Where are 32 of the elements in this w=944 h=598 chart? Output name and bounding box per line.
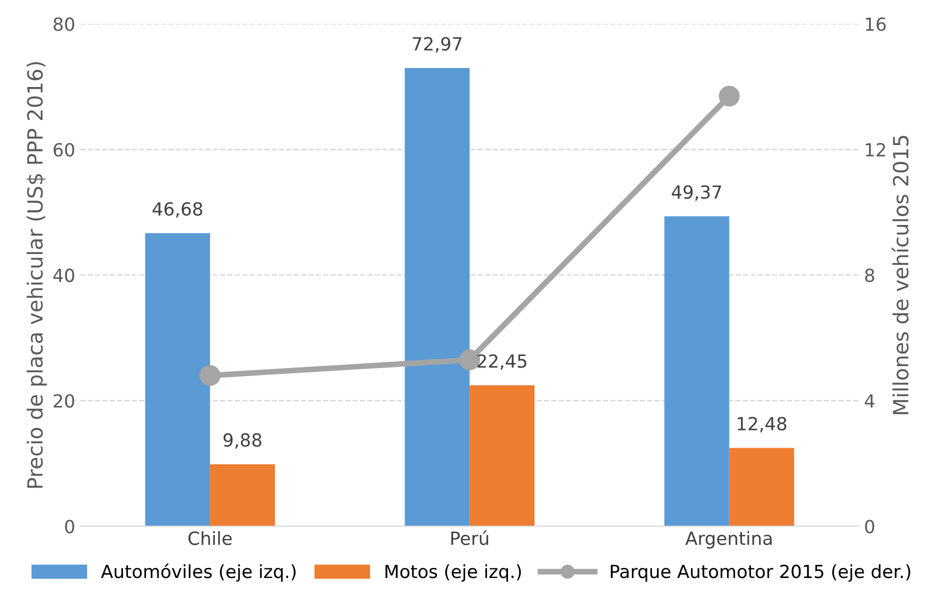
data-label: 49,37 <box>672 185 722 201</box>
point <box>200 365 220 386</box>
bar <box>470 385 535 526</box>
point <box>718 86 740 107</box>
y2-tick-label: 8 <box>865 268 874 282</box>
bar <box>145 233 210 526</box>
legend-label: Automóviles (eje izq.) <box>100 564 296 582</box>
legend-label: Parque Automotor 2015 (eje der.) <box>610 564 910 582</box>
bar <box>210 464 275 526</box>
data-label: 46,68 <box>152 202 202 218</box>
data-label: 72,97 <box>412 37 462 53</box>
y-tick-label: 80 <box>54 17 74 32</box>
y-tick-label: 0 <box>65 520 74 534</box>
y2-tick-label: 12 <box>866 142 886 156</box>
data-label: 22,45 <box>478 354 526 370</box>
data-label: 12,48 <box>738 416 786 432</box>
y-axis-title: Precio de placa vehicular (US$ PPP 2016) <box>26 62 47 488</box>
y-tick-label: 20 <box>54 394 74 408</box>
bar <box>404 68 470 526</box>
y2-axis-title: Millones de vehículos 2015 <box>892 136 909 414</box>
x-tick-label: Argentina <box>685 531 772 549</box>
x-tick-label: Perú <box>451 530 488 546</box>
y-tick-label: 60 <box>54 142 74 157</box>
y2-tick-label: 4 <box>864 394 874 408</box>
data-label: 9,88 <box>224 433 262 449</box>
y2-tick-label: 16 <box>866 17 886 32</box>
x-tick-label: Chile <box>188 531 232 546</box>
bar <box>729 448 794 526</box>
y2-tick-label: 0 <box>865 520 874 534</box>
bar <box>664 216 730 526</box>
y-tick-label: 40 <box>53 268 74 282</box>
legend-label: Motos (eje izq.) <box>386 564 521 582</box>
